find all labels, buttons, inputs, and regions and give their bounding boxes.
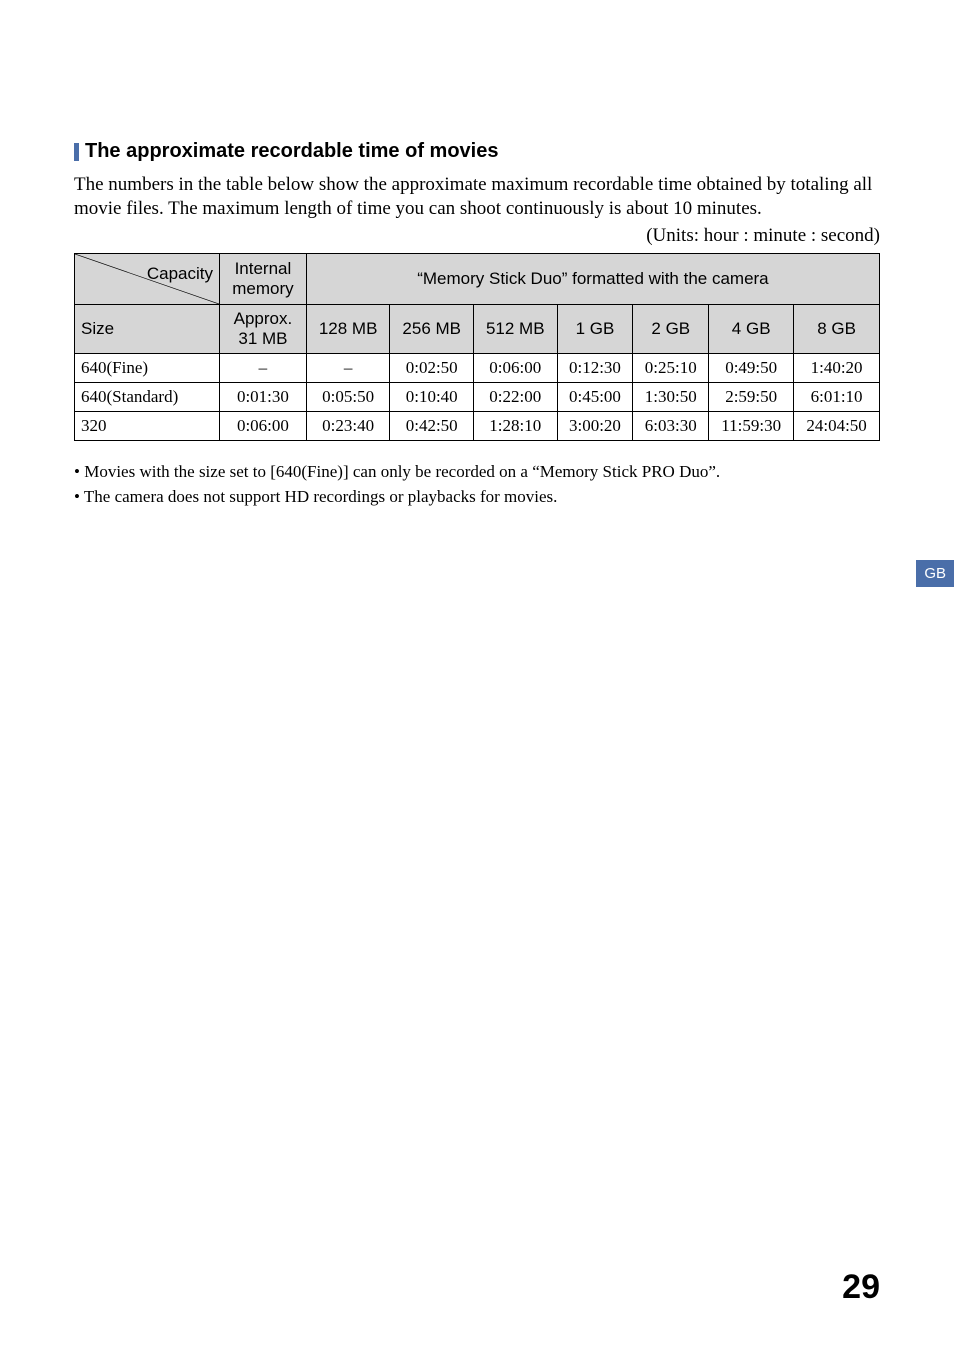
intro-paragraph: The numbers in the table below show the …	[74, 173, 880, 221]
notes-section: Movies with the size set to [640(Fine)] …	[74, 459, 880, 510]
cell-0-5: 0:25:10	[633, 353, 709, 382]
table-row: 320 0:06:00 0:23:40 0:42:50 1:28:10 3:00…	[75, 411, 880, 440]
capacity-label: Capacity	[147, 264, 213, 284]
size-label-cell: Size	[75, 304, 220, 353]
accent-bar-icon	[74, 143, 79, 161]
cell-0-7: 1:40:20	[794, 353, 880, 382]
recordable-time-table: Capacity Internal memory “Memory Stick D…	[74, 253, 880, 441]
cell-1-1: 0:05:50	[306, 382, 390, 411]
cell-2-3: 1:28:10	[473, 411, 557, 440]
capacity-col-1: 256 MB	[390, 304, 474, 353]
section-heading-text: The approximate recordable time of movie…	[85, 140, 498, 163]
memory-stick-group-header: “Memory Stick Duo” formatted with the ca…	[306, 253, 879, 304]
capacity-col-6: 8 GB	[794, 304, 880, 353]
page-number: 29	[842, 1268, 880, 1307]
cell-0-0: –	[220, 353, 307, 382]
cell-0-1: –	[306, 353, 390, 382]
cell-1-2: 0:10:40	[390, 382, 474, 411]
cell-2-4: 3:00:20	[557, 411, 633, 440]
capacity-col-0: 128 MB	[306, 304, 390, 353]
page-container: The approximate recordable time of movie…	[0, 0, 954, 1357]
note-1: The camera does not support HD recording…	[74, 484, 880, 510]
cell-2-6: 11:59:30	[709, 411, 794, 440]
row-label-0: 640(Fine)	[75, 353, 220, 382]
cell-1-6: 2:59:50	[709, 382, 794, 411]
capacity-col-5: 4 GB	[709, 304, 794, 353]
units-label: (Units: hour : minute : second)	[74, 225, 880, 247]
approx-line1: Approx.	[234, 309, 293, 328]
cell-2-2: 0:42:50	[390, 411, 474, 440]
language-tab: GB	[916, 560, 954, 587]
row-label-2: 320	[75, 411, 220, 440]
cell-0-2: 0:02:50	[390, 353, 474, 382]
cell-1-5: 1:30:50	[633, 382, 709, 411]
internal-line1: Internal	[235, 259, 292, 278]
table-row: 640(Standard) 0:01:30 0:05:50 0:10:40 0:…	[75, 382, 880, 411]
cell-1-4: 0:45:00	[557, 382, 633, 411]
size-label: Size	[81, 319, 114, 338]
internal-memory-header: Internal memory	[220, 253, 307, 304]
approx-header: Approx. 31 MB	[220, 304, 307, 353]
note-0: Movies with the size set to [640(Fine)] …	[74, 459, 880, 485]
cell-2-1: 0:23:40	[306, 411, 390, 440]
capacity-col-3: 1 GB	[557, 304, 633, 353]
cell-0-6: 0:49:50	[709, 353, 794, 382]
diag-header-cell: Capacity	[75, 253, 220, 304]
cell-0-4: 0:12:30	[557, 353, 633, 382]
approx-line2: 31 MB	[238, 329, 287, 348]
table-row: 640(Fine) – – 0:02:50 0:06:00 0:12:30 0:…	[75, 353, 880, 382]
cell-2-7: 24:04:50	[794, 411, 880, 440]
section-heading: The approximate recordable time of movie…	[74, 140, 880, 163]
cell-1-7: 6:01:10	[794, 382, 880, 411]
internal-line2: memory	[232, 279, 293, 298]
cell-1-3: 0:22:00	[473, 382, 557, 411]
cell-2-0: 0:06:00	[220, 411, 307, 440]
cell-1-0: 0:01:30	[220, 382, 307, 411]
capacity-col-2: 512 MB	[473, 304, 557, 353]
row-label-1: 640(Standard)	[75, 382, 220, 411]
capacity-col-4: 2 GB	[633, 304, 709, 353]
cell-0-3: 0:06:00	[473, 353, 557, 382]
cell-2-5: 6:03:30	[633, 411, 709, 440]
